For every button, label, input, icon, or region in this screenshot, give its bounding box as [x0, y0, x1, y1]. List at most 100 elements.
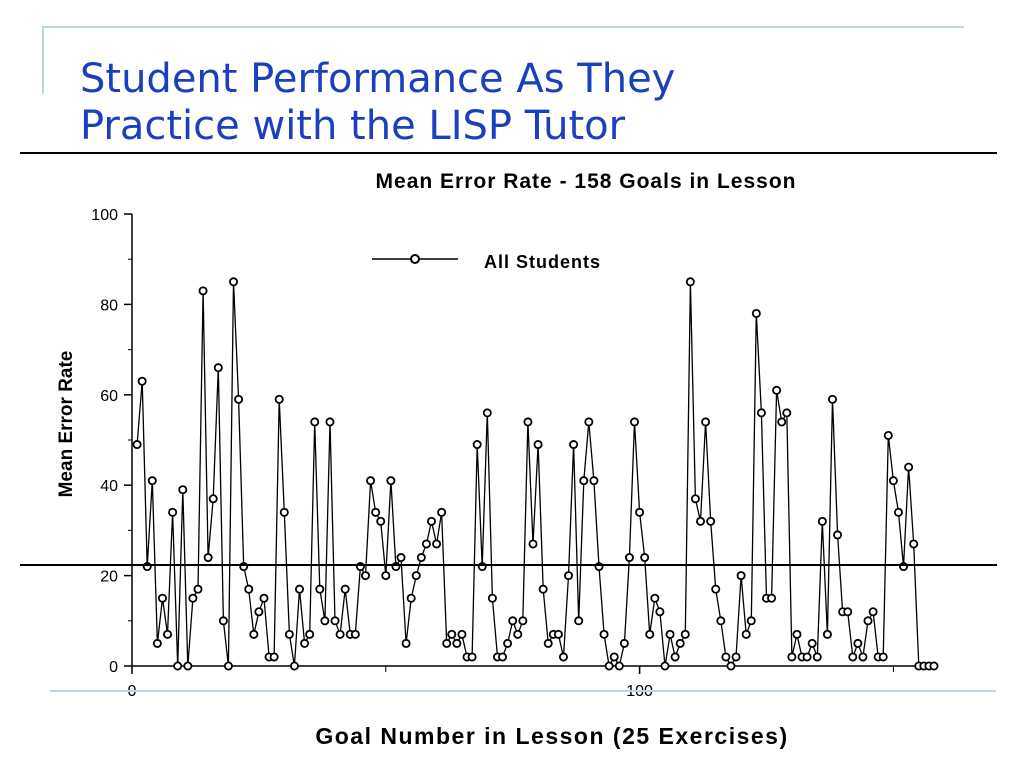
data-point [863, 616, 873, 626]
data-point [147, 476, 157, 486]
data-point [411, 571, 421, 581]
y-tick-label: 60 [100, 388, 118, 405]
data-point [706, 516, 716, 526]
data-point [421, 539, 431, 549]
data-point [609, 652, 619, 662]
data-point [513, 629, 523, 639]
data-point [487, 593, 497, 603]
data-point [904, 462, 914, 472]
data-point [579, 476, 589, 486]
data-point [360, 571, 370, 581]
data-point [843, 607, 853, 617]
data-point [386, 476, 396, 486]
mid-horizontal-rule [20, 564, 997, 566]
data-point [168, 507, 178, 517]
data-point [330, 616, 340, 626]
data-point [767, 593, 777, 603]
data-point [157, 593, 167, 603]
data-point [741, 629, 751, 639]
legend-label: All Students [484, 252, 601, 272]
data-point [696, 516, 706, 526]
data-point [300, 638, 310, 648]
data-point [305, 629, 315, 639]
y-tick-label: 100 [91, 207, 118, 224]
y-tick-label: 40 [100, 478, 118, 495]
data-point [604, 661, 614, 671]
data-point [619, 638, 629, 648]
data-point [772, 385, 782, 395]
data-point [868, 607, 878, 617]
data-point [888, 476, 898, 486]
data-point [432, 539, 442, 549]
data-point [249, 629, 259, 639]
data-point [289, 661, 299, 671]
data-point [690, 494, 700, 504]
data-point [218, 616, 228, 626]
data-point [675, 638, 685, 648]
data-point [680, 629, 690, 639]
data-point [340, 584, 350, 594]
data-point [188, 593, 198, 603]
y-axis-label: Mean Error Rate [56, 351, 77, 498]
data-point [259, 593, 269, 603]
data-point [406, 593, 416, 603]
slide-title-line-2: Practice with the LISP Tutor [80, 103, 626, 149]
data-point [137, 376, 147, 386]
slide-title: Student Performance As They Practice wit… [80, 56, 960, 150]
data-point [350, 629, 360, 639]
data-point [396, 553, 406, 563]
data-point [437, 507, 447, 517]
data-point [893, 507, 903, 517]
slide-title-line-1: Student Performance As They [80, 56, 676, 102]
data-point [213, 363, 223, 373]
data-point [366, 476, 376, 486]
data-point [279, 507, 289, 517]
data-point [234, 394, 244, 404]
data-point [777, 417, 787, 427]
x-axis-label: Goal Number in Lesson (25 Exercises) [315, 723, 788, 749]
data-point [482, 408, 492, 418]
data-point [498, 652, 508, 662]
data-point [198, 286, 208, 296]
data-point [630, 417, 640, 427]
data-point [295, 584, 305, 594]
data-point [543, 638, 553, 648]
plot-area [132, 277, 939, 671]
data-point [310, 417, 320, 427]
data-point [853, 638, 863, 648]
data-point [569, 440, 579, 450]
data-point [726, 661, 736, 671]
data-point [193, 584, 203, 594]
data-point [574, 616, 584, 626]
data-point [376, 516, 386, 526]
data-point [812, 652, 822, 662]
data-point [751, 308, 761, 318]
data-point [229, 277, 239, 287]
data-point [736, 571, 746, 581]
data-point [665, 629, 675, 639]
data-point [650, 593, 660, 603]
y-tick-label: 0 [109, 659, 118, 676]
data-point [858, 652, 868, 662]
data-point [523, 417, 533, 427]
data-point [848, 652, 858, 662]
data-point [173, 661, 183, 671]
data-point [538, 584, 548, 594]
data-point [518, 616, 528, 626]
data-point [284, 629, 294, 639]
chart-legend: All Students [372, 252, 601, 272]
data-point [467, 652, 477, 662]
data-point [269, 652, 279, 662]
data-point [802, 652, 812, 662]
data-point [564, 571, 574, 581]
data-point [452, 638, 462, 648]
data-point [635, 507, 645, 517]
data-point [827, 394, 837, 404]
data-point [178, 485, 188, 495]
data-point [426, 516, 436, 526]
data-point [254, 607, 264, 617]
data-point [929, 661, 939, 671]
data-point [371, 507, 381, 517]
data-point [132, 440, 142, 450]
